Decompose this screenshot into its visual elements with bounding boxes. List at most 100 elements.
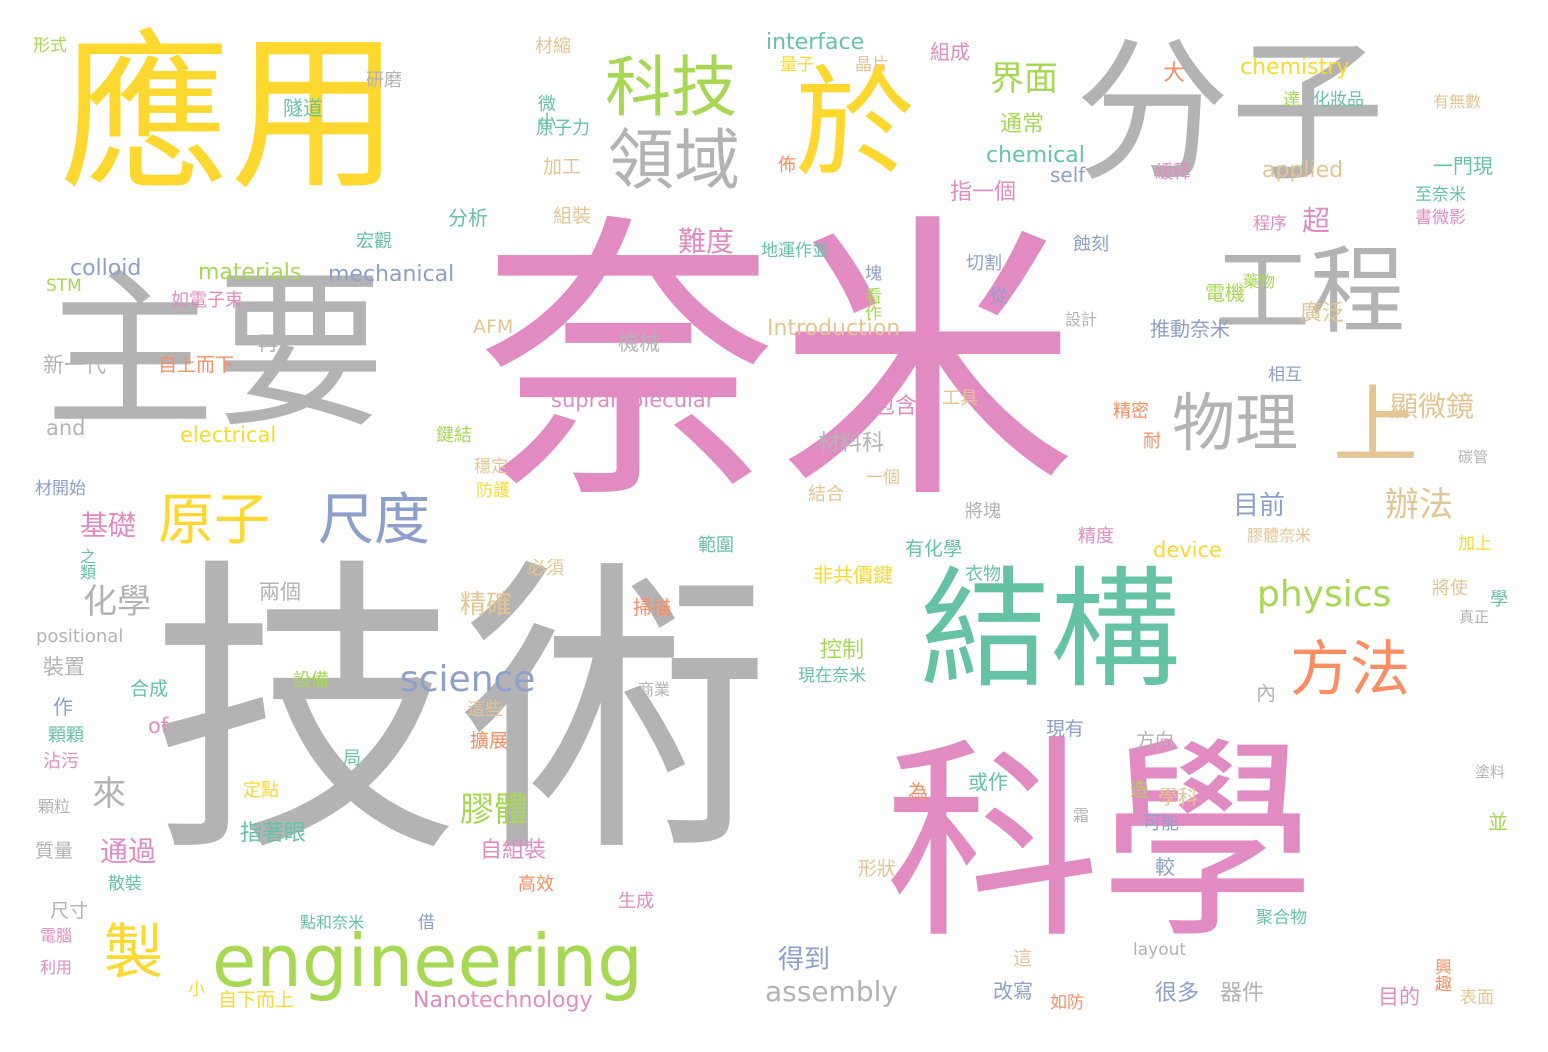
word-52: AFM — [473, 316, 514, 338]
word-29: 超 — [1302, 204, 1331, 237]
word-157: 尺寸 — [50, 900, 89, 922]
word-30: 基礎 — [80, 509, 137, 542]
word-100: 新一代 — [43, 353, 106, 377]
word-6: 分子 — [1075, 22, 1385, 203]
word-113: 精度 — [1078, 526, 1114, 547]
word-138: 擴展 — [470, 730, 509, 752]
word-34: 目前 — [1233, 491, 1286, 521]
word-115: 加上 — [1458, 534, 1492, 554]
word-165: 自下而上 — [218, 989, 295, 1011]
word-35: Nanotechnology — [413, 988, 593, 1013]
word-23: 來 — [92, 774, 126, 814]
word-159: 點和奈米 — [300, 913, 365, 932]
word-70: 化妝品 — [1313, 90, 1364, 110]
word-59: 控制 — [820, 638, 865, 663]
word-114: 膠體奈米 — [1247, 526, 1312, 545]
word-19: physics — [1257, 574, 1392, 615]
word-72: 緩釋 — [1155, 162, 1191, 183]
word-144: 定點 — [243, 780, 279, 801]
word-37: chemistry — [1240, 55, 1350, 80]
word-5: 主要 — [45, 254, 386, 452]
word-28: 難度 — [678, 225, 735, 258]
word-151: 可能 — [1143, 813, 1179, 834]
word-13: 領域 — [608, 122, 740, 199]
word-48: and — [46, 416, 86, 440]
word-43: colloid — [70, 256, 142, 281]
word-61: 材料科 — [818, 431, 885, 456]
word-46: electrical — [180, 423, 277, 447]
word-124: 學 — [1490, 589, 1508, 610]
word-127: 掃描 — [633, 597, 672, 619]
word-50: of — [148, 714, 169, 738]
word-66: 一門現 — [1433, 154, 1493, 178]
word-17: 尺度 — [318, 488, 430, 553]
word-84: 形式 — [33, 36, 67, 56]
word-128: 裝置 — [43, 655, 85, 679]
word-116: 材開始 — [35, 479, 86, 499]
word-156: 較 — [1155, 855, 1175, 879]
word-131: 現在奈米 — [798, 666, 866, 686]
word-51: STM — [46, 276, 82, 296]
word-87: 分析 — [448, 206, 488, 230]
word-76: 大 — [1163, 61, 1186, 86]
word-141: 局 — [340, 748, 361, 766]
word-31: 通過 — [100, 835, 157, 868]
word-167: 改寫 — [993, 979, 1033, 1003]
word-91: 塊 — [861, 264, 881, 281]
word-54: 通常 — [1000, 112, 1045, 137]
word-49: positional — [36, 626, 124, 647]
word-10: 上 — [1318, 380, 1417, 465]
word-27: assembly — [765, 975, 898, 1008]
word-85: 加工 — [543, 156, 582, 178]
word-109: 防護 — [476, 481, 510, 501]
word-75: 晶片 — [855, 55, 889, 75]
word-104: 精密 — [1113, 401, 1149, 422]
word-166: 這 — [1010, 948, 1032, 967]
word-24: 辦法 — [1385, 485, 1453, 525]
word-64: 推動奈米 — [1150, 317, 1230, 341]
word-112: 將塊 — [965, 501, 1001, 522]
word-60: 包含 — [873, 394, 918, 419]
word-56: 很多 — [1155, 981, 1200, 1006]
word-57: 器件 — [1220, 981, 1265, 1006]
word-118: 必須 — [528, 558, 564, 579]
word-62: 自組裝 — [480, 838, 547, 863]
word-137: 沾污 — [43, 751, 79, 772]
word-97: 機械 — [618, 331, 660, 355]
word-170: 興趣 — [1431, 958, 1451, 992]
word-14: 方法 — [1290, 635, 1410, 705]
word-111: 一個 — [866, 468, 900, 488]
word-133: 合成 — [130, 678, 169, 700]
word-9: 工程 — [1215, 237, 1406, 347]
word-139: 現有 — [1046, 718, 1085, 740]
word-41: materials — [198, 260, 302, 285]
word-107: 鍵結 — [436, 425, 472, 446]
word-161: 聚合物 — [1256, 908, 1307, 928]
word-45: supramolecular — [551, 388, 715, 412]
word-86: 組裝 — [553, 205, 592, 227]
word-47: device — [1153, 538, 1222, 562]
word-145: 為 — [908, 780, 928, 804]
word-26: 顯微鏡 — [1390, 390, 1475, 423]
word-89: 地運作並 — [761, 241, 829, 261]
word-78: 佈 — [778, 155, 796, 176]
word-171: 表面 — [1460, 988, 1494, 1008]
word-74: 量子 — [780, 55, 814, 75]
word-77: 達 — [1283, 90, 1300, 110]
word-36: interface — [766, 30, 865, 55]
word-96: 藥物 — [1243, 272, 1276, 291]
word-71: 有無數 — [1433, 92, 1482, 111]
word-15: 物理 — [1172, 387, 1298, 460]
word-110: 結合 — [808, 484, 844, 505]
word-143: 顆粒 — [38, 797, 71, 816]
word-150: 霜 — [1073, 806, 1090, 825]
word-22: 化學 — [83, 582, 151, 622]
word-101: 自上而下 — [158, 354, 235, 376]
word-102: 工具 — [942, 388, 978, 409]
word-92: 切割 — [966, 253, 1002, 274]
word-129: 設備 — [293, 670, 329, 691]
word-125: 真正 — [1459, 608, 1490, 626]
word-81: 材縮 — [535, 36, 571, 57]
word-3: 科學 — [885, 717, 1315, 968]
word-55: 指一個 — [950, 180, 1017, 205]
